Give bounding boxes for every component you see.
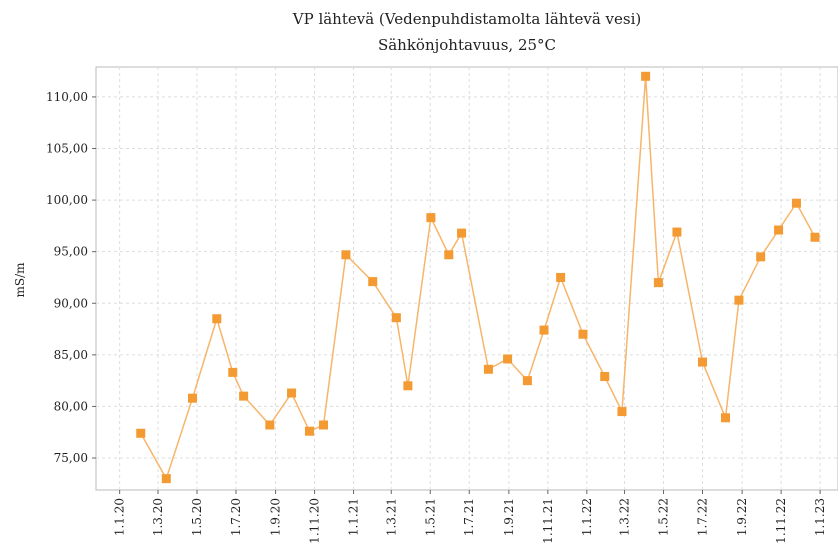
- data-point: [483, 364, 493, 374]
- data-point: [319, 420, 329, 430]
- x-tick-label: 1.1.20: [113, 498, 127, 536]
- x-tick-label: 1.9.21: [502, 498, 516, 536]
- data-point: [368, 277, 378, 287]
- data-point: [522, 376, 532, 386]
- x-tick-label: 1.3.22: [618, 498, 632, 536]
- data-point: [265, 420, 275, 430]
- data-point: [653, 278, 663, 288]
- data-point: [426, 213, 436, 223]
- x-tick-label: 1.7.22: [696, 498, 710, 536]
- x-tick-label: 1.11.21: [541, 498, 555, 543]
- data-point: [503, 354, 513, 364]
- x-tick-label: 1.1.22: [580, 498, 594, 536]
- y-tick-label: 85,00: [54, 348, 88, 362]
- data-point: [756, 252, 766, 262]
- x-tick-label: 1.7.21: [462, 498, 476, 536]
- plot-area: [95, 66, 838, 491]
- x-tick-label: 1.11.22: [774, 498, 788, 543]
- y-tick-label: 105,00: [46, 142, 88, 156]
- data-point: [698, 357, 708, 367]
- data-point: [791, 198, 801, 208]
- y-tick-label: 90,00: [54, 296, 88, 310]
- y-tick-label: 80,00: [54, 399, 88, 413]
- data-point: [287, 388, 297, 398]
- data-point: [304, 426, 314, 436]
- data-point: [600, 372, 610, 382]
- x-tick-label: 1.1.23: [813, 498, 827, 536]
- data-point: [556, 272, 566, 282]
- y-tick-label: 75,00: [54, 451, 88, 465]
- data-point: [578, 329, 588, 339]
- data-point: [228, 367, 238, 377]
- x-tick-label: 1.1.21: [347, 498, 361, 536]
- x-tick-label: 1.7.20: [229, 498, 243, 536]
- data-point: [457, 228, 467, 238]
- data-point: [641, 71, 651, 81]
- chart-title: VP lähtevä (Vedenpuhdistamolta lähtevä v…: [292, 10, 641, 28]
- data-point: [341, 250, 351, 260]
- x-tick-label: 1.3.21: [384, 498, 398, 536]
- y-tick-label: 95,00: [54, 245, 88, 259]
- data-point: [444, 250, 454, 260]
- x-tick-label: 1.11.20: [308, 498, 322, 543]
- data-point: [672, 227, 682, 237]
- y-tick-label: 110,00: [46, 90, 88, 104]
- data-point: [188, 393, 198, 403]
- x-tick-label: 1.5.21: [423, 498, 437, 536]
- data-point: [391, 313, 401, 323]
- x-tick-label: 1.3.20: [151, 498, 165, 536]
- y-axis-label: mS/m: [13, 262, 27, 298]
- data-point: [721, 413, 731, 423]
- data-point: [617, 407, 627, 417]
- data-point: [774, 225, 784, 235]
- chart-subtitle: Sähkönjohtavuus, 25°C: [378, 36, 556, 54]
- data-point: [539, 325, 549, 335]
- x-tick-label: 1.9.20: [269, 498, 283, 536]
- x-tick-label: 1.5.22: [657, 498, 671, 536]
- data-point: [734, 295, 744, 305]
- data-point: [239, 391, 249, 401]
- data-point: [212, 314, 222, 324]
- data-point: [810, 232, 820, 242]
- x-tick-label: 1.9.22: [735, 498, 749, 536]
- y-tick-label: 100,00: [46, 193, 88, 207]
- data-point: [136, 428, 146, 438]
- x-tick-label: 1.5.20: [190, 498, 204, 536]
- data-point: [161, 474, 171, 484]
- data-point: [403, 381, 413, 391]
